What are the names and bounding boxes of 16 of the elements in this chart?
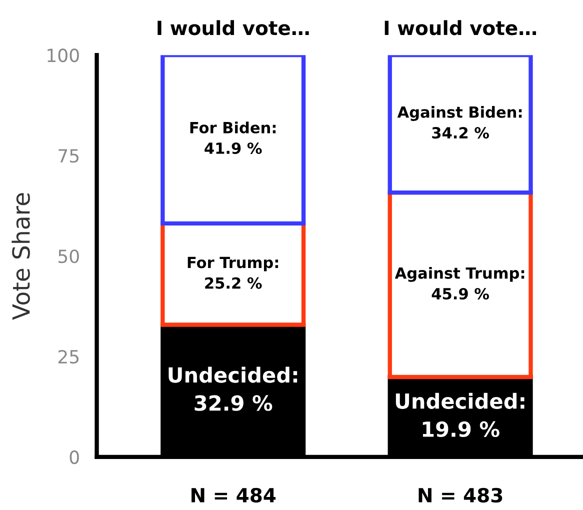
- y-tick-label: 0: [70, 450, 79, 464]
- y-tick-label: 50: [58, 249, 79, 264]
- y-tick-label: 25: [58, 350, 79, 364]
- data-label: For Trump: 25.2 %: [188, 256, 278, 289]
- data-label: Undecided: 19.9 %: [396, 392, 524, 438]
- data-label: For Biden: 41.9 %: [190, 122, 276, 154]
- text: I would vote…: [384, 20, 536, 36]
- data-label: Against Biden: 34.2 %: [397, 106, 522, 139]
- y-axis-title: Vote Share: [12, 193, 30, 320]
- x-tick-label: N = 483: [418, 488, 502, 503]
- y-tick-label: 100: [48, 48, 79, 62]
- text: I would vote…: [158, 20, 309, 36]
- data-label: Against Trump: 45.9 %: [394, 267, 524, 300]
- data-label: Undecided: 32.9 %: [168, 366, 298, 411]
- y-tick-label: 75: [58, 149, 79, 163]
- x-tick-label: N = 484: [192, 488, 276, 503]
